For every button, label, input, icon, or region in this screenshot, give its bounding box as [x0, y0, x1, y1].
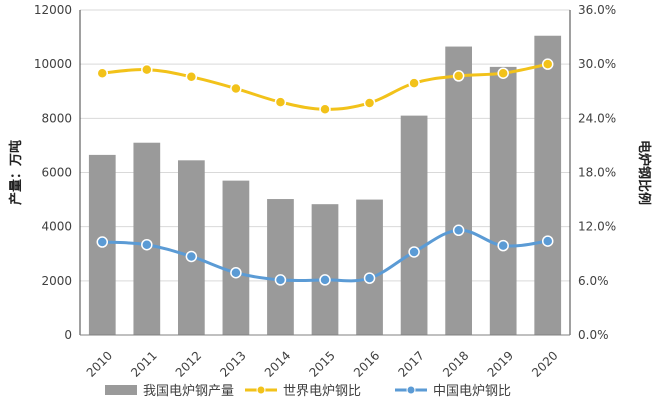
line-series	[96, 58, 554, 286]
data-point	[363, 97, 376, 109]
bar	[133, 142, 161, 335]
left-axis-title: 产量：万吨	[8, 140, 24, 205]
data-point	[319, 103, 331, 116]
x-tick-label: 2016	[351, 348, 382, 379]
x-tick-label: 2014	[262, 348, 293, 379]
x-tick-label: 2017	[396, 348, 427, 379]
data-point	[452, 70, 465, 82]
data-point	[185, 71, 198, 83]
bar	[356, 199, 383, 335]
x-tick-label: 2010	[84, 348, 115, 379]
bar	[267, 199, 294, 335]
data-point	[408, 246, 420, 258]
left-tick-label: 4000	[41, 220, 72, 234]
data-point	[274, 96, 287, 108]
x-tick-label: 2011	[128, 348, 159, 379]
bar	[178, 160, 205, 335]
left-tick-label: 10000	[34, 57, 72, 71]
x-tick-label: 2019	[485, 348, 516, 379]
left-tick-label: 6000	[41, 166, 72, 180]
data-point	[541, 235, 554, 247]
data-point	[408, 77, 420, 89]
bar	[400, 115, 428, 335]
bar	[311, 204, 339, 335]
x-tick-label: 2015	[306, 348, 337, 379]
data-point	[274, 274, 287, 286]
data-point	[185, 250, 198, 263]
x-tick-label: 2020	[529, 348, 560, 379]
data-point	[141, 63, 153, 76]
right-tick-label: 24.0%	[578, 111, 616, 125]
x-tick-label: 2012	[173, 348, 204, 379]
data-point	[141, 238, 153, 251]
right-tick-label: 12.0%	[578, 220, 616, 234]
left-tick-label: 2000	[41, 274, 72, 288]
legend-label: 我国电炉钢产量	[143, 384, 234, 399]
data-point	[230, 82, 242, 95]
x-tick-label: 2018	[440, 348, 471, 379]
legend-marker	[406, 385, 416, 395]
left-tick-label: 0	[64, 328, 72, 342]
left-tick-label: 8000	[41, 111, 72, 125]
data-point	[452, 224, 465, 237]
bar	[489, 66, 517, 335]
data-point	[96, 67, 109, 79]
data-point	[319, 274, 331, 286]
bar-series	[88, 35, 562, 336]
right-tick-label: 18.0%	[578, 166, 616, 180]
legend-label: 中国电炉钢比	[433, 384, 511, 399]
bar	[534, 35, 562, 336]
bar	[445, 46, 472, 335]
legend-label: 世界电炉钢比	[283, 384, 361, 399]
data-point	[497, 239, 509, 252]
series-line	[102, 62, 549, 111]
bar	[222, 180, 250, 335]
data-point	[230, 266, 242, 279]
data-point	[363, 272, 376, 284]
x-tick-label: 2013	[217, 348, 248, 379]
right-axis-title: 电炉钢比例	[636, 140, 652, 205]
right-tick-label: 30.0%	[578, 57, 616, 71]
data-point	[541, 58, 554, 70]
data-point	[497, 67, 509, 79]
legend-swatch	[105, 385, 137, 395]
right-tick-label: 36.0%	[578, 3, 616, 17]
legend: 我国电炉钢产量 世界电炉钢比 中国电炉钢比	[105, 384, 511, 399]
left-tick-label: 12000	[34, 3, 72, 17]
right-tick-label: 6.0%	[578, 274, 609, 288]
right-tick-label: 0.0%	[578, 328, 609, 342]
data-point	[96, 236, 109, 248]
legend-marker	[256, 385, 266, 395]
